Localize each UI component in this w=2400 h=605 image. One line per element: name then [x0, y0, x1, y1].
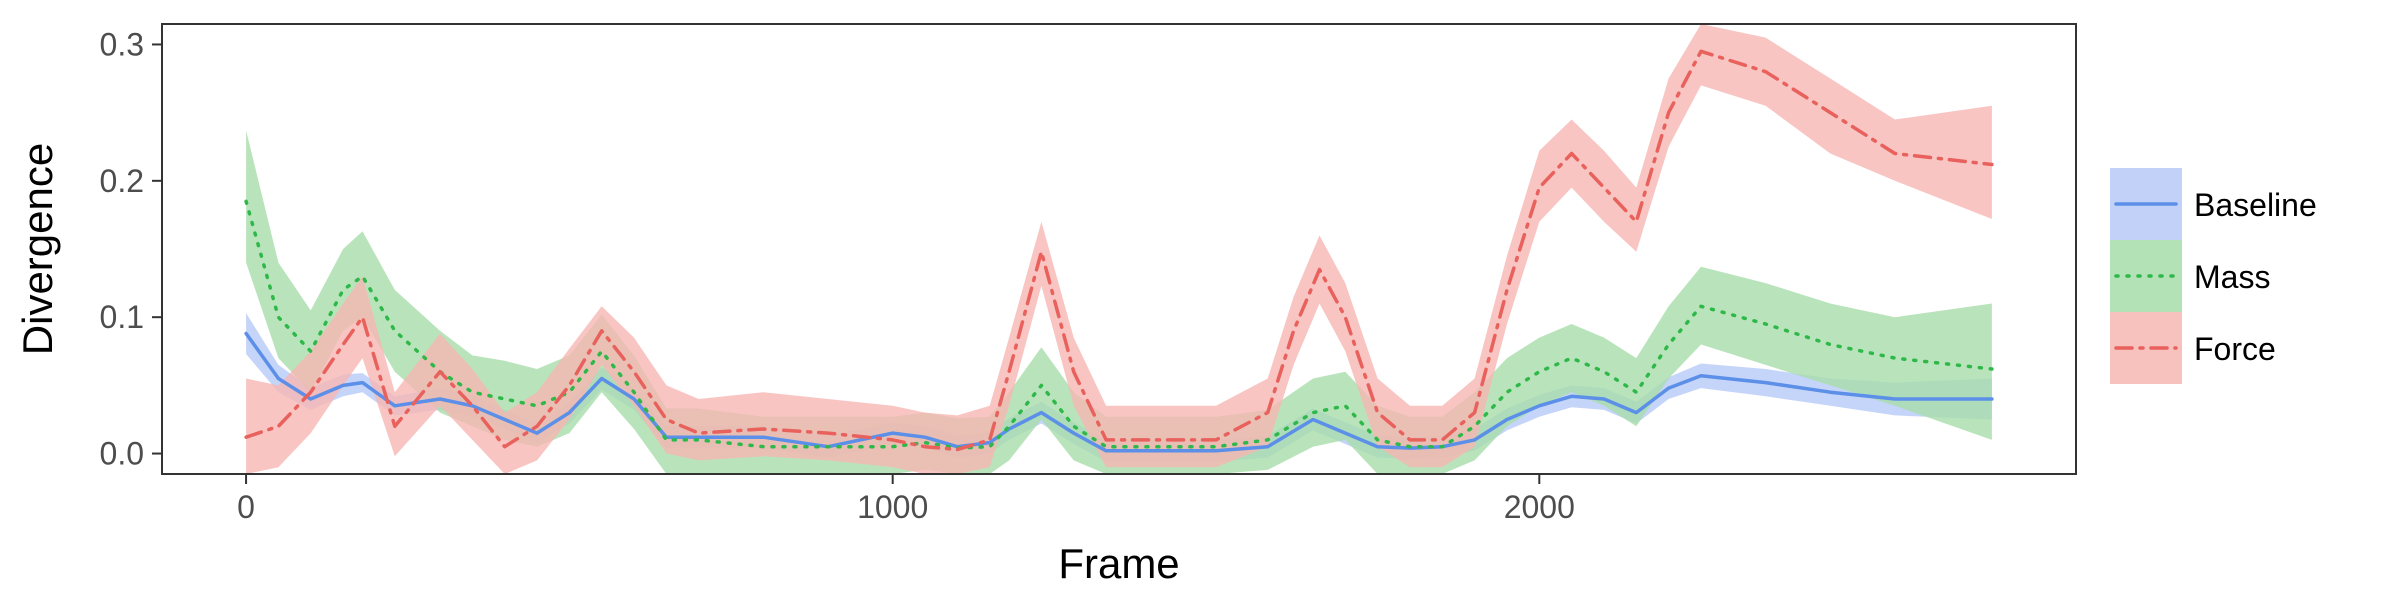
- legend-label-mass: Mass: [2194, 259, 2270, 295]
- ribbon-force: [246, 24, 1992, 474]
- plot-area: [244, 24, 1994, 474]
- x-axis: 0 1000 2000: [237, 474, 1575, 525]
- y-tick-label: 0.3: [100, 26, 144, 62]
- line-mass: [244, 199, 1994, 450]
- x-tick-label: 0: [237, 489, 255, 525]
- ribbon-mass: [246, 130, 1992, 474]
- plot-border: [161, 23, 2077, 475]
- x-tick-label: 1000: [857, 489, 928, 525]
- y-tick-label: 0.0: [100, 436, 144, 472]
- x-tick-label: 2000: [1504, 489, 1575, 525]
- legend-label-baseline: Baseline: [2194, 187, 2317, 223]
- legend-label-force: Force: [2194, 331, 2276, 367]
- y-axis-title: Divergence: [14, 143, 61, 355]
- legend: Baseline Mass Force: [2110, 168, 2317, 384]
- y-axis: 0.0 0.1 0.2 0.3: [100, 26, 162, 472]
- line-baseline: [244, 331, 1994, 453]
- y-tick-label: 0.2: [100, 163, 144, 199]
- x-axis-title: Frame: [1058, 540, 1179, 587]
- y-tick-label: 0.1: [100, 299, 144, 335]
- line-force: [244, 49, 1994, 452]
